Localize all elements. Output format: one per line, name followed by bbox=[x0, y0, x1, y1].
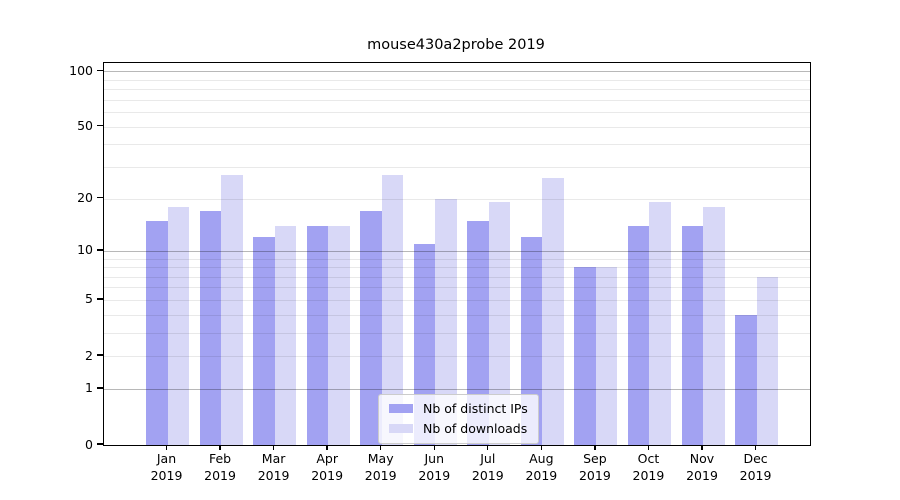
x-tick-mark-oct bbox=[647, 444, 650, 451]
y-tick-label-20: 20 bbox=[77, 190, 93, 206]
gridline-y-1 bbox=[104, 388, 810, 390]
legend: Nb of distinct IPs Nb of downloads bbox=[378, 394, 539, 444]
y-tick-label-100: 100 bbox=[69, 62, 93, 78]
gridline-y-3 bbox=[104, 332, 810, 334]
bar-distinct-ips-jan bbox=[146, 220, 168, 445]
x-tick-label-mar: Mar 2019 bbox=[257, 451, 290, 483]
x-tick-label-may: May 2019 bbox=[364, 451, 397, 483]
bar-distinct-ips-aug bbox=[520, 237, 543, 445]
x-tick-label-nov: Nov 2019 bbox=[686, 451, 718, 483]
x-tick-mark-may bbox=[380, 444, 382, 451]
x-tick-mark-feb bbox=[219, 444, 221, 451]
legend-entry-downloads: Nb of downloads bbox=[389, 421, 528, 436]
gridline-y-4 bbox=[104, 314, 810, 316]
x-tick-label-apr: Apr 2019 bbox=[311, 451, 344, 483]
gridline-y-100 bbox=[104, 71, 810, 73]
gridline-y-40 bbox=[104, 144, 810, 146]
bar-downloads-nov bbox=[703, 206, 725, 445]
bar-distinct-ips-dec bbox=[735, 314, 757, 445]
x-tick-mark-sep bbox=[594, 444, 596, 451]
x-tick-mark-aug bbox=[540, 444, 543, 451]
y-tick-label-50: 50 bbox=[77, 118, 93, 134]
bar-downloads-feb bbox=[221, 175, 243, 445]
gridline-y-50 bbox=[104, 126, 810, 128]
chart-title: mouse430a2probe 2019 bbox=[367, 37, 545, 53]
bar-distinct-ips-oct bbox=[627, 225, 650, 445]
bar-distinct-ips-apr bbox=[306, 225, 329, 445]
gridline-y-80 bbox=[104, 89, 810, 91]
y-tick-label-1: 1 bbox=[85, 380, 93, 396]
legend-label-distinct-ips: Nb of distinct IPs bbox=[423, 401, 528, 416]
x-tick-mark-jul bbox=[487, 444, 489, 451]
y-tick-mark-50 bbox=[97, 124, 103, 127]
bar-distinct-ips-mar bbox=[253, 237, 275, 445]
x-tick-label-feb: Feb 2019 bbox=[204, 451, 236, 483]
bar-downloads-aug bbox=[542, 178, 564, 445]
plot-area bbox=[103, 62, 811, 446]
bar-distinct-ips-sep bbox=[574, 267, 596, 445]
bar-downloads-mar bbox=[274, 225, 297, 445]
gridline-y-90 bbox=[104, 79, 810, 81]
gridline-y-20 bbox=[104, 198, 810, 200]
gridline-y-10 bbox=[104, 250, 810, 252]
y-tick-mark-2 bbox=[97, 354, 103, 356]
y-tick-mark-1 bbox=[97, 387, 103, 389]
x-tick-label-jul: Jul 2019 bbox=[471, 451, 504, 483]
gridline-y-2 bbox=[104, 356, 810, 358]
legend-swatch-distinct-ips bbox=[389, 404, 413, 413]
bar-downloads-dec bbox=[756, 276, 779, 445]
x-tick-mark-jun bbox=[433, 444, 435, 451]
bar-downloads-jul bbox=[488, 202, 511, 445]
y-tick-label-0: 0 bbox=[85, 436, 93, 452]
bar-downloads-sep bbox=[595, 267, 618, 445]
gridline-y-7 bbox=[104, 276, 810, 278]
y-tick-mark-20 bbox=[97, 196, 103, 199]
bar-downloads-oct bbox=[649, 202, 671, 445]
gridline-y-60 bbox=[104, 112, 810, 114]
x-tick-mark-dec bbox=[754, 444, 757, 451]
gridline-y-8 bbox=[104, 267, 810, 269]
bar-distinct-ips-jul bbox=[467, 220, 489, 445]
x-tick-label-jan: Jan 2019 bbox=[150, 451, 183, 483]
legend-entry-distinct-ips: Nb of distinct IPs bbox=[389, 401, 528, 416]
y-tick-label-10: 10 bbox=[77, 242, 93, 258]
bar-distinct-ips-feb bbox=[199, 211, 222, 445]
y-tick-mark-5 bbox=[97, 298, 103, 300]
gridline-y-30 bbox=[104, 166, 810, 168]
bar-distinct-ips-may bbox=[360, 211, 382, 445]
y-tick-mark-0 bbox=[97, 443, 103, 445]
gridline-y-5 bbox=[104, 299, 810, 301]
x-tick-label-jun: Jun 2019 bbox=[418, 451, 451, 483]
y-tick-label-2: 2 bbox=[85, 347, 93, 363]
y-tick-mark-10 bbox=[97, 249, 103, 251]
y-tick-label-5: 5 bbox=[85, 291, 93, 307]
gridline-y-70 bbox=[104, 99, 810, 101]
x-tick-mark-apr bbox=[326, 444, 328, 451]
bar-downloads-jun bbox=[435, 198, 457, 445]
bar-downloads-apr bbox=[328, 225, 350, 445]
bar-distinct-ips-nov bbox=[681, 225, 703, 445]
legend-swatch-downloads bbox=[389, 424, 413, 433]
x-tick-label-sep: Sep 2019 bbox=[578, 451, 611, 483]
bar-downloads-jan bbox=[167, 206, 189, 445]
x-tick-label-dec: Dec 2019 bbox=[739, 451, 772, 483]
x-tick-label-oct: Oct 2019 bbox=[632, 451, 665, 483]
gridline-y-6 bbox=[104, 287, 810, 289]
legend-label-downloads: Nb of downloads bbox=[423, 421, 528, 436]
y-tick-mark-100 bbox=[97, 69, 103, 72]
bar-downloads-may bbox=[381, 175, 404, 445]
x-tick-mark-jan bbox=[165, 444, 168, 451]
gridline-y-9 bbox=[104, 258, 810, 260]
x-tick-label-aug: Aug 2019 bbox=[525, 451, 558, 483]
x-tick-mark-mar bbox=[272, 444, 275, 451]
x-tick-mark-nov bbox=[701, 444, 703, 451]
